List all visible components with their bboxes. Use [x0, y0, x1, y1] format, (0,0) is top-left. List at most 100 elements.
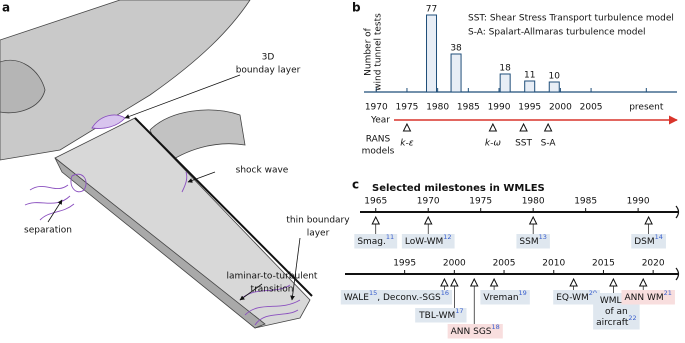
milestone-label: aircraft22 [596, 314, 637, 328]
timeline-end [675, 205, 680, 219]
milestone: ANN SGS18 [447, 323, 503, 339]
milestone: EQ-WM20 [553, 289, 601, 305]
annotation: transition [251, 285, 294, 295]
milestone-text: Smag. [357, 237, 386, 247]
milestone-box [340, 290, 453, 305]
milestone-marker [440, 277, 449, 287]
milestone-text: Vreman [483, 293, 518, 303]
milestone-box [401, 234, 455, 249]
milestone-label: ANN WM21 [624, 289, 671, 303]
milestone: ANN WM21 [621, 289, 675, 305]
value-label: 38 [450, 44, 462, 54]
milestone-ref: 15 [369, 289, 377, 297]
timeline-tick-label: 1985 [574, 197, 597, 207]
milestone: Vreman19 [480, 289, 530, 305]
annotation: bounday layer [236, 66, 301, 76]
panel-title: Selected milestones in WMLES [372, 183, 545, 194]
timeline-end [675, 267, 680, 281]
milestone-label: EQ-WM20 [556, 289, 597, 303]
x-tick-label: 1985 [457, 103, 480, 113]
milestone-marker [423, 215, 433, 225]
timeline-tick-label: 1965 [364, 197, 387, 207]
bar [548, 81, 560, 93]
milestone-label: SSM13 [519, 233, 546, 247]
milestone-marker [528, 215, 538, 225]
note: SST: Shear Stress Transport turbulence m… [468, 14, 674, 24]
milestone-text: TBL-WM [418, 311, 455, 321]
rans-model: k-ε [400, 139, 413, 149]
milestone-text: LoW-WM [405, 237, 443, 247]
milestone-box [553, 290, 601, 305]
milestone: Smag.11 [354, 233, 398, 249]
milestone-text: of an [605, 307, 628, 317]
rans-marker [488, 122, 498, 132]
milestone: WALE15, Deconv.-SGS16 [340, 289, 453, 305]
milestone-ref: 18 [492, 323, 500, 331]
milestone-marker [489, 277, 499, 287]
x-tick-label: 2005 [580, 103, 603, 113]
milestone-marker [644, 215, 653, 225]
x-tick-label: 1995 [518, 103, 541, 113]
milestone-label: Vreman19 [483, 289, 526, 303]
milestone-marker [450, 277, 459, 287]
rans-model: S-A [541, 139, 557, 149]
x-tick-label: 1980 [426, 103, 449, 113]
milestone-ref: 14 [655, 233, 663, 241]
milestone: LoW-WM12 [401, 233, 455, 249]
x-tick-label: 1975 [396, 103, 419, 113]
milestone-box [447, 324, 503, 339]
timeline-tick-label: 2010 [542, 259, 565, 269]
milestone-text: ANN SGS [451, 327, 492, 337]
timeline-tick-label: 2015 [592, 259, 615, 269]
annotation: laminar-to-turbulent [227, 272, 318, 282]
bar [524, 80, 536, 93]
x-tick-label: 1970 [365, 103, 388, 113]
milestone-box [415, 308, 467, 323]
value-label: 11 [524, 71, 535, 81]
milestone-label: of an [605, 307, 628, 317]
panel-label: b [352, 1, 361, 15]
rans-model: k-ω [485, 139, 501, 149]
annotation: layer [307, 229, 330, 239]
milestone-text: EQ-WM [556, 293, 589, 303]
rans-marker [543, 122, 553, 132]
annotation: 3D [262, 53, 275, 63]
milestone: SSM13 [516, 233, 550, 249]
timeline-tick-label: 1975 [469, 197, 492, 207]
bar [426, 14, 438, 93]
milestone-label: TBL-WM17 [418, 307, 463, 321]
bar [450, 53, 462, 93]
annotation: shock wave [236, 166, 289, 176]
milestone: TBL-WM17 [415, 307, 467, 323]
milestone-text: DSM [634, 237, 654, 247]
rans-model: SST [515, 139, 532, 149]
value-label: 18 [499, 64, 511, 74]
milestone-marker [638, 277, 648, 287]
bar [499, 73, 511, 93]
milestone-ref: 20 [589, 289, 597, 297]
panel-label: a [2, 1, 10, 15]
milestone-box [516, 234, 550, 249]
y-axis-label: Number of [364, 27, 374, 76]
x-tick-label: 1990 [488, 103, 511, 113]
rans-marker [402, 122, 412, 132]
rans-label: RANS [366, 135, 391, 145]
milestone: DSM14 [631, 233, 666, 249]
milestone-text: SSM [519, 237, 538, 247]
milestone-marker [569, 277, 578, 287]
timeline-tick-label: 1990 [627, 197, 650, 207]
panel-label: c [352, 178, 359, 192]
annotation: thin boundary [286, 216, 350, 226]
timeline-tick-label: 2000 [443, 259, 466, 269]
milestone-label: DSM14 [634, 233, 663, 247]
value-label: 10 [549, 72, 561, 82]
milestone-ref: 19 [519, 289, 527, 297]
milestone-label: LoW-WM12 [405, 233, 452, 247]
milestone-marker [469, 277, 479, 287]
x-tick-label: 2000 [549, 103, 572, 113]
milestone-ref: 12 [443, 233, 451, 241]
timeline-tick-label: 1970 [417, 197, 440, 207]
milestone-ref: 21 [664, 289, 672, 297]
note: S-A: Spalart-Allmaras turbulence model [468, 28, 646, 38]
